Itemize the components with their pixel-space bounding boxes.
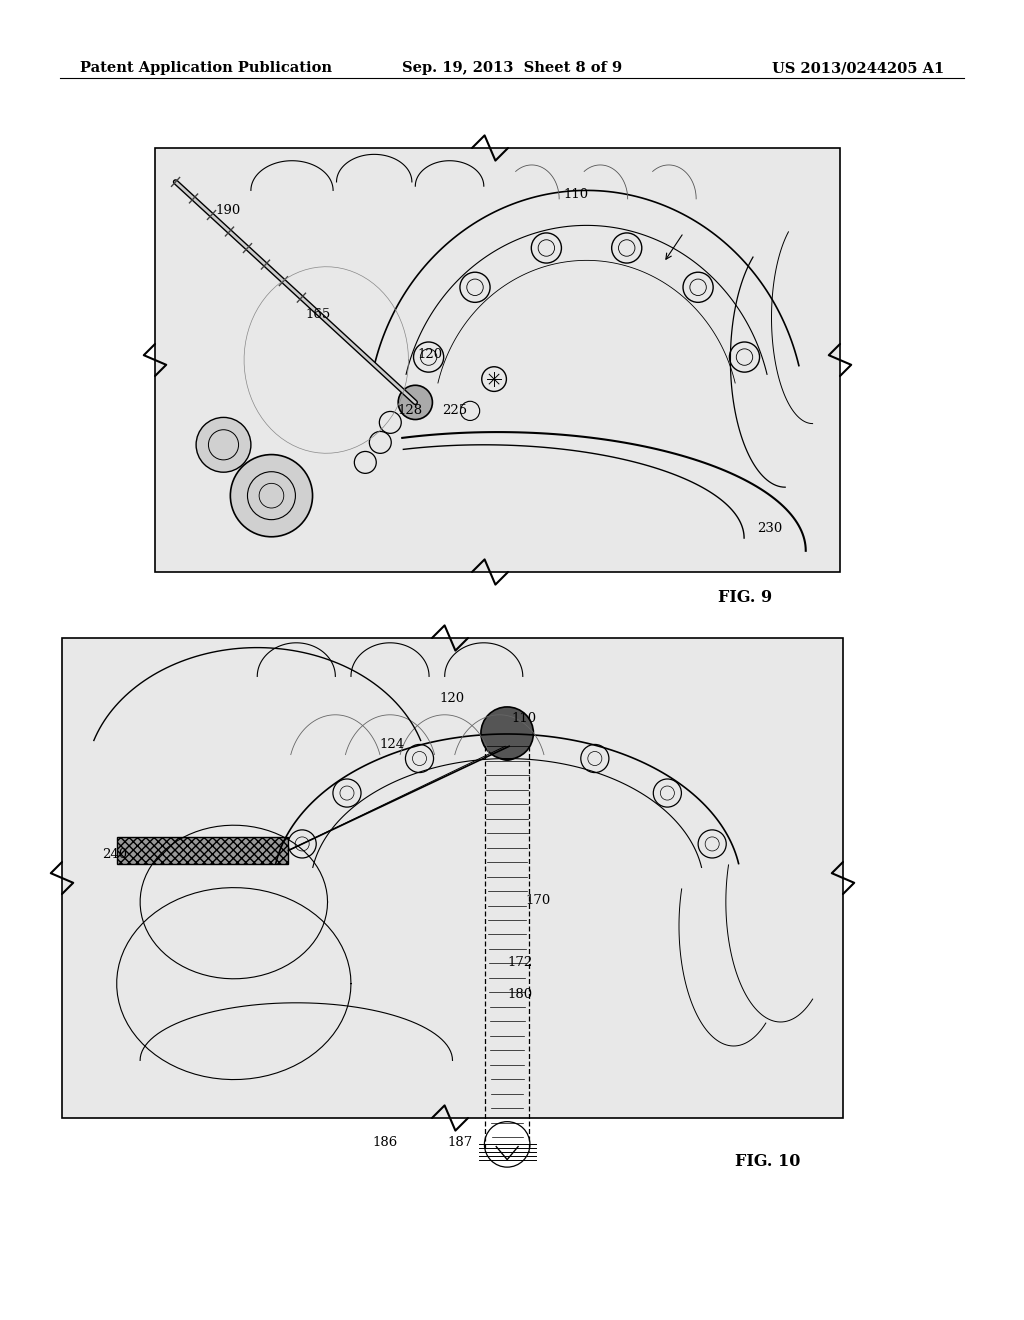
Text: FIG. 10: FIG. 10 <box>735 1154 801 1171</box>
Text: 180: 180 <box>508 987 532 1001</box>
Text: 110: 110 <box>563 189 589 202</box>
Text: 230: 230 <box>758 521 782 535</box>
Text: 120: 120 <box>418 348 442 362</box>
Text: 124: 124 <box>380 738 404 751</box>
Text: 170: 170 <box>525 894 551 907</box>
Text: 190: 190 <box>215 203 241 216</box>
Text: 187: 187 <box>447 1135 473 1148</box>
Text: 225: 225 <box>442 404 468 417</box>
Text: 120: 120 <box>439 692 465 705</box>
Bar <box>117 837 289 863</box>
Text: 186: 186 <box>373 1135 397 1148</box>
Text: 240: 240 <box>102 849 128 862</box>
Circle shape <box>230 454 312 537</box>
Text: Sep. 19, 2013  Sheet 8 of 9: Sep. 19, 2013 Sheet 8 of 9 <box>402 61 622 75</box>
Text: US 2013/0244205 A1: US 2013/0244205 A1 <box>772 61 944 75</box>
Text: 165: 165 <box>305 309 331 322</box>
Text: 172: 172 <box>507 956 532 969</box>
Text: FIG. 9: FIG. 9 <box>718 590 772 606</box>
Text: 110: 110 <box>511 711 537 725</box>
Circle shape <box>197 417 251 473</box>
Bar <box>155 148 840 572</box>
Text: Patent Application Publication: Patent Application Publication <box>80 61 332 75</box>
Circle shape <box>481 708 534 759</box>
Bar <box>62 638 843 1118</box>
Circle shape <box>398 385 432 420</box>
Text: 128: 128 <box>397 404 423 417</box>
